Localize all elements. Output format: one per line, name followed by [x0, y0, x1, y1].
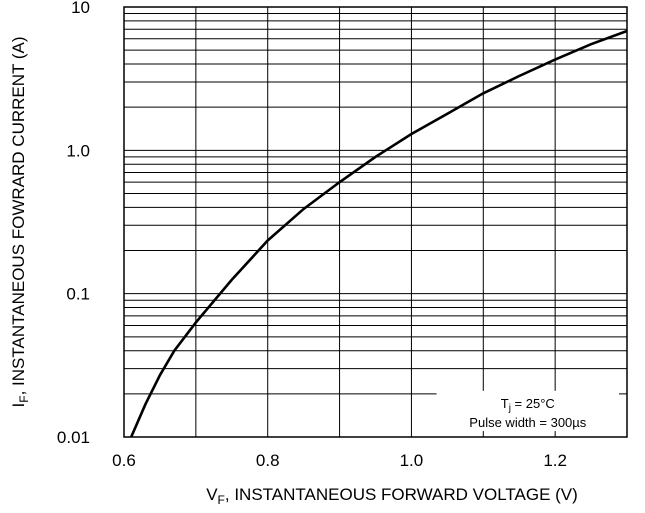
y-tick-label: 0.1	[66, 285, 90, 304]
x-tick-label: 1.0	[400, 451, 424, 470]
x-tick-label: 0.8	[256, 451, 280, 470]
plot-frame	[123, 6, 628, 438]
y-tick-labels: 0.01 0.1 1.0 10	[57, 0, 90, 447]
x-tick-labels: 0.6 0.8 1.0 1.2	[112, 451, 567, 470]
x-tick-label: 1.2	[543, 451, 567, 470]
annotation-pulse-width: Pulse width = 300µs	[469, 415, 586, 430]
x-tick-label: 0.6	[112, 451, 136, 470]
y-tick-label: 10	[71, 0, 90, 17]
plot-background	[124, 7, 627, 437]
y-tick-label: 0.01	[57, 428, 90, 447]
annotation-temperature: Tj = 25°C	[501, 396, 555, 414]
annotation-box: Tj = 25°C Pulse width = 300µs	[436, 390, 619, 432]
y-tick-label: 1.0	[66, 141, 90, 160]
grid	[124, 7, 627, 437]
x-axis-title: VF, INSTANTANEOUS FORWARD VOLTAGE (V)	[206, 485, 578, 507]
y-axis-title: IF, INSTANTANEOUS FOWRARD CURRENT (A)	[9, 37, 31, 408]
series-curve	[129, 29, 628, 438]
annotation-background	[436, 390, 619, 432]
